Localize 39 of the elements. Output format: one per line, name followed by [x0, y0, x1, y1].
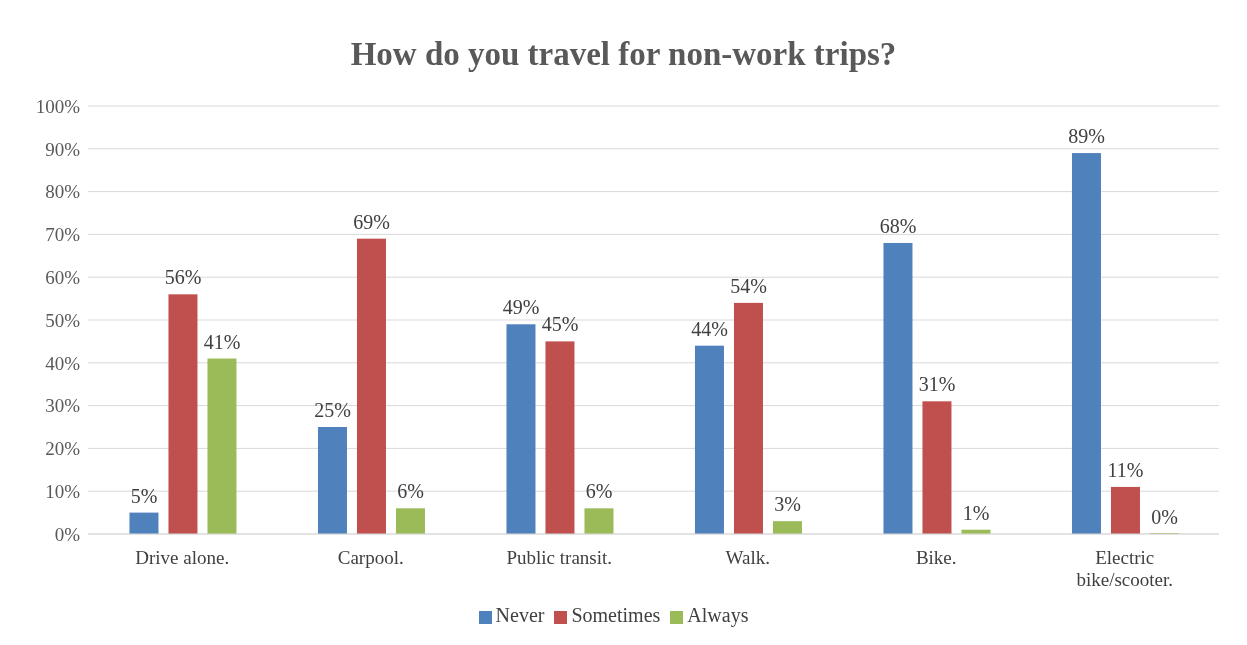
y-tick-label: 0%	[54, 523, 81, 545]
data-label: 6%	[397, 480, 424, 503]
x-tick-label: Electric bike/scooter.	[1076, 547, 1174, 590]
data-label: 41%	[203, 330, 241, 353]
y-tick-label: 50%	[45, 309, 81, 331]
data-label: 31%	[918, 373, 956, 396]
legend-label: Always	[687, 604, 749, 626]
y-tick-label: 70%	[45, 224, 81, 246]
data-label: 45%	[541, 313, 579, 336]
data-label: 49%	[502, 296, 540, 319]
x-tick-label: Bike.	[915, 547, 957, 568]
y-tick-label: 80%	[45, 181, 81, 203]
data-label: 44%	[691, 317, 728, 340]
data-label: 0%	[1151, 506, 1178, 528]
y-tick-label: 20%	[45, 438, 81, 460]
legend-label: Sometimes	[571, 604, 661, 626]
y-tick-label: 10%	[45, 480, 81, 502]
x-tick-label: Drive alone.	[135, 547, 230, 568]
data-label: 11%	[1107, 458, 1144, 481]
data-label: 3%	[774, 493, 801, 516]
x-tick-label: Walk.	[725, 547, 770, 568]
data-label: 6%	[585, 480, 613, 503]
data-label: 89%	[1068, 125, 1105, 148]
data-label: 5%	[130, 484, 158, 507]
y-tick-label: 90%	[45, 138, 81, 160]
legend-label: Never	[495, 604, 545, 626]
data-label: 69%	[353, 210, 390, 233]
y-tick-label: 40%	[45, 352, 81, 374]
data-label: 1%	[962, 501, 990, 524]
y-tick-label: 60%	[45, 266, 81, 288]
data-label: 68%	[879, 214, 917, 237]
data-label: 25%	[314, 399, 351, 421]
x-tick-label: Carpool.	[337, 547, 404, 568]
y-tick-label: 30%	[45, 395, 81, 417]
chart-title: How do you travel for non-work trips?	[349, 35, 898, 74]
y-tick-label: 100%	[35, 95, 81, 117]
data-label: 54%	[730, 274, 767, 297]
x-tick-label: Public transit.	[506, 547, 613, 568]
data-label: 56%	[164, 266, 202, 289]
